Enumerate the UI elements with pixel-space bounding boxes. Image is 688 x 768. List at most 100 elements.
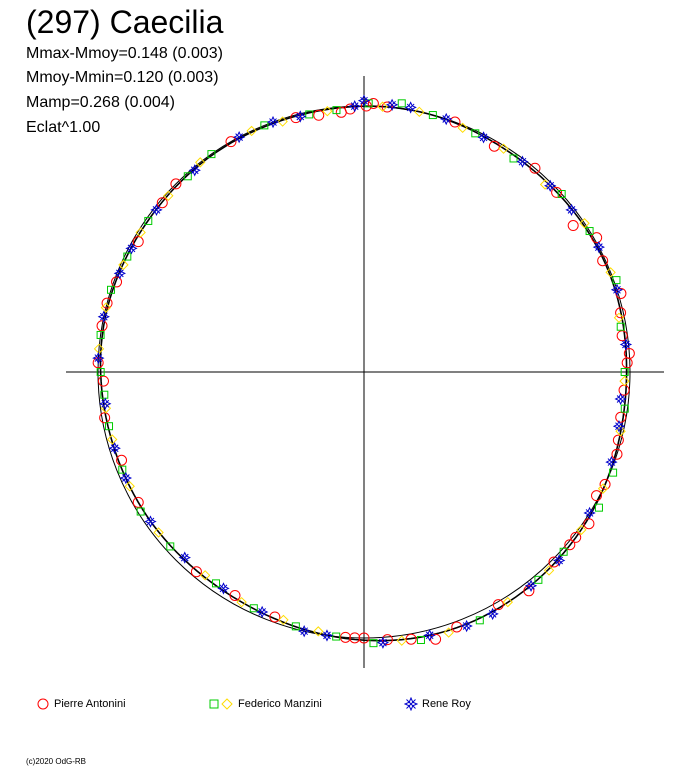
data-point-circle: [492, 599, 504, 611]
legend-item-rene-roy: Rene Roy: [404, 697, 471, 711]
data-point-square: [534, 575, 543, 584]
data-point-circle: [451, 621, 463, 633]
data-point-circle: [99, 412, 111, 424]
data-point-square: [594, 503, 603, 512]
data-point-square: [183, 172, 192, 181]
data-point-square: [620, 368, 629, 376]
data-point-circle: [599, 478, 611, 490]
data-point-star: [592, 240, 606, 254]
data-point-diamond: [613, 312, 625, 324]
legend-item-pierre-antonini: Pierre Antonini: [36, 697, 126, 711]
data-point-diamond: [502, 596, 513, 608]
data-point-circle: [591, 490, 603, 502]
data-point-circle: [97, 375, 109, 387]
data-point-square: [291, 622, 300, 631]
data-point-diamond: [195, 157, 206, 168]
data-point-square: [471, 129, 480, 138]
data-point-square: [428, 111, 437, 120]
data-point-star: [524, 579, 538, 592]
data-point-square: [123, 252, 132, 261]
data-point-square: [509, 154, 518, 163]
data-point-circle: [570, 531, 582, 543]
data-point-star: [610, 283, 624, 296]
data-point-circle: [229, 589, 241, 601]
data-point-star: [565, 203, 578, 217]
data-point-square: [620, 404, 629, 413]
data-point-star: [619, 338, 633, 351]
data-point-square: [585, 227, 594, 236]
data-point-star: [612, 420, 626, 433]
circle-marker-icon: [37, 698, 49, 710]
data-point-star: [404, 101, 417, 114]
data-point-star: [385, 98, 399, 111]
data-point-circle: [269, 611, 281, 623]
stat-eclat: Eclat^1.00: [26, 119, 101, 136]
data-point-star: [178, 551, 191, 564]
data-point-diamond: [619, 375, 630, 387]
stat-mmoy-mmin: Mmoy-Mmin=0.120 (0.003): [26, 69, 219, 86]
data-point-diamond: [615, 426, 626, 437]
star-marker-icon: [404, 697, 418, 711]
data-point-square: [397, 99, 406, 108]
data-point-diamond: [322, 106, 333, 117]
data-point-star: [92, 351, 105, 365]
data-point-diamond: [153, 527, 164, 538]
data-point-circle: [564, 539, 576, 551]
data-point-star: [320, 629, 334, 642]
data-point-diamond: [498, 143, 509, 154]
data-point-star: [516, 155, 529, 168]
data-point-square: [136, 507, 145, 516]
data-point-star: [97, 310, 110, 323]
data-point-diamond: [579, 218, 590, 229]
data-point-diamond: [135, 227, 146, 238]
data-point-square: [332, 106, 341, 115]
data-point-circle: [615, 411, 627, 423]
data-point-star: [255, 605, 269, 619]
data-point-diamond: [236, 596, 247, 608]
data-point-star: [113, 267, 127, 280]
data-point-star: [150, 203, 163, 217]
data-point-circle: [381, 101, 393, 113]
stat-mamp: Mamp=0.268 (0.004): [26, 94, 175, 111]
square-diamond-marker-icon: [209, 698, 233, 710]
data-point-square: [332, 632, 341, 641]
data-point-circle: [358, 632, 370, 644]
data-point-square: [107, 285, 116, 294]
data-point-diamond: [278, 614, 289, 626]
stat-mmax-mmoy: Mmax-Mmoy=0.148 (0.003): [26, 45, 223, 62]
data-point-square: [475, 616, 484, 625]
data-point-circle: [583, 518, 595, 530]
data-point-circle: [101, 297, 113, 309]
data-point-star: [188, 164, 201, 177]
data-point-diamond: [443, 627, 454, 638]
data-point-star: [552, 554, 566, 567]
data-point-star: [217, 582, 230, 595]
data-point-circle: [132, 496, 144, 508]
data-point-star: [486, 607, 499, 621]
data-point-diamond: [543, 565, 555, 576]
data-point-diamond: [396, 635, 407, 646]
data-point-circle: [156, 197, 168, 209]
data-point-diamond: [414, 106, 425, 118]
data-point-circle: [548, 556, 560, 568]
data-point-circle: [612, 434, 624, 446]
data-point-star: [614, 392, 627, 406]
data-point-square: [559, 547, 568, 556]
data-point-star: [232, 130, 246, 144]
legend-label: Rene Roy: [422, 698, 471, 710]
data-point-circle: [405, 633, 417, 645]
data-point-diamond: [377, 101, 388, 112]
data-point-circle: [313, 109, 325, 121]
copyright-text: (c)2020 OdG-RB: [26, 757, 87, 766]
data-point-diamond: [605, 267, 616, 278]
data-point-circle: [597, 255, 609, 267]
data-point-circle: [132, 236, 144, 248]
legend-label: Federico Manzini: [238, 698, 322, 710]
data-point-square: [207, 150, 216, 159]
data-point-circle: [523, 585, 535, 597]
data-point-star: [460, 619, 473, 633]
data-point-circle: [190, 566, 202, 578]
data-point-circle: [430, 633, 442, 645]
data-point-diamond: [199, 570, 211, 581]
data-point-square: [260, 121, 269, 130]
